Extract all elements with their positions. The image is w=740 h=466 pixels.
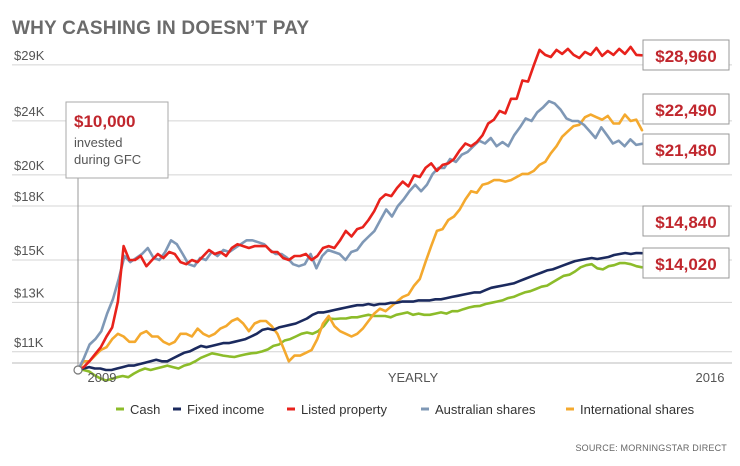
gfc-annotation: $10,000 invested during GFC bbox=[65, 101, 169, 375]
end-label-box bbox=[642, 247, 730, 279]
series-line-international-shares bbox=[76, 113, 644, 372]
end-label-australian-shares: $21,480 bbox=[655, 141, 716, 160]
end-label-box bbox=[642, 205, 730, 237]
annotation-text-line: during GFC bbox=[74, 152, 141, 167]
legend-label: Cash bbox=[130, 402, 160, 417]
chart-title: WHY CASHING IN DOESN’T PAY bbox=[12, 18, 310, 39]
gridlines bbox=[12, 64, 732, 364]
end-value-labels: $28,960 $22,490 $21,480 $14,840 $14,020 bbox=[642, 39, 730, 279]
legend-label: Listed property bbox=[301, 402, 387, 417]
y-tick-label: $24K bbox=[14, 104, 45, 119]
x-tick-label-start: 2009 bbox=[88, 370, 117, 385]
source-note: SOURCE: MORNINGSTAR DIRECT bbox=[575, 443, 727, 453]
annotation-text-line: invested bbox=[74, 135, 122, 150]
legend: Cash Fixed income Listed property Australia… bbox=[116, 402, 695, 417]
annotation-box bbox=[65, 101, 169, 179]
legend-label: Fixed income bbox=[187, 402, 264, 417]
end-label-box bbox=[642, 93, 730, 125]
end-label-fixed-income: $14,840 bbox=[655, 213, 716, 232]
end-label-box bbox=[642, 133, 730, 165]
y-tick-label: $13K bbox=[14, 285, 45, 300]
y-tick-label: $15K bbox=[14, 243, 45, 258]
series-line-listed-property bbox=[76, 45, 644, 372]
legend-label: International shares bbox=[580, 402, 695, 417]
end-label-box bbox=[642, 39, 730, 71]
series-line-cash bbox=[76, 261, 644, 382]
y-axis-ticks: $29K $24K $20K $18K $15K $13K $11K bbox=[14, 48, 45, 350]
x-tick-label-end: 2016 bbox=[696, 370, 725, 385]
annotation-value: $10,000 bbox=[74, 112, 135, 131]
legend-label: Australian shares bbox=[435, 402, 536, 417]
y-tick-label: $20K bbox=[14, 158, 45, 173]
y-tick-label: $18K bbox=[14, 189, 45, 204]
y-tick-label: $29K bbox=[14, 48, 45, 63]
start-point-marker bbox=[73, 365, 83, 375]
end-label-international-shares: $22,490 bbox=[655, 101, 716, 120]
end-label-listed-property: $28,960 bbox=[655, 47, 716, 66]
end-label-cash: $14,020 bbox=[655, 255, 716, 274]
x-axis: 2009 YEARLY 2016 bbox=[88, 370, 725, 385]
series-line-australian-shares bbox=[76, 99, 644, 372]
y-tick-label: $11K bbox=[14, 335, 44, 350]
series-lines bbox=[76, 45, 644, 382]
series-line-fixed-income bbox=[76, 251, 644, 372]
x-axis-label: YEARLY bbox=[388, 370, 439, 385]
